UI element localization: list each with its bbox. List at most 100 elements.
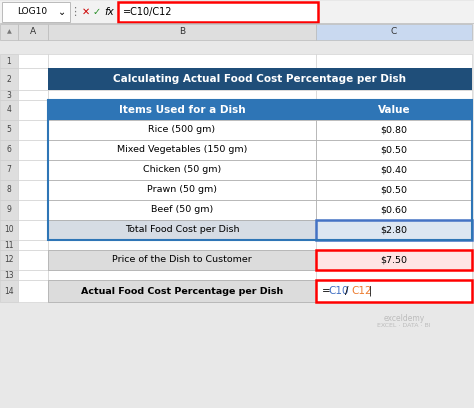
Bar (18, 140, 48, 160)
Bar (48, 68, 316, 90)
Bar (0, 160, 18, 180)
Bar (0, 24, 18, 40)
Bar (48, 180, 316, 200)
Bar (48, 220, 316, 240)
Bar (0, 220, 18, 240)
Bar (118, 2, 318, 22)
Bar (316, 240, 472, 250)
Text: Chicken (50 gm): Chicken (50 gm) (143, 166, 221, 175)
Bar (18, 200, 48, 220)
Bar (316, 100, 472, 120)
Bar (316, 140, 472, 160)
Bar (18, 270, 48, 280)
Text: =C10/C12: =C10/C12 (123, 7, 173, 17)
Bar (316, 270, 472, 280)
Text: EXCEL · DATA · BI: EXCEL · DATA · BI (377, 323, 431, 328)
Text: 12: 12 (4, 255, 14, 264)
Bar (316, 220, 472, 240)
Text: =: = (322, 286, 331, 296)
Bar (316, 90, 472, 100)
Text: ⌄: ⌄ (58, 7, 66, 17)
Bar (18, 160, 48, 180)
Bar (48, 100, 316, 120)
Text: $2.80: $2.80 (381, 226, 408, 235)
Bar (316, 280, 472, 302)
Bar (316, 160, 472, 180)
Text: Beef (50 gm): Beef (50 gm) (151, 206, 213, 215)
Bar (0, 140, 18, 160)
Bar (18, 180, 48, 200)
Bar (0, 54, 18, 68)
Text: 10: 10 (4, 226, 14, 235)
Bar (48, 140, 316, 160)
Text: $7.50: $7.50 (381, 255, 408, 264)
Bar (48, 100, 472, 240)
Bar (48, 24, 316, 40)
Text: fx: fx (104, 7, 114, 17)
Text: 5: 5 (7, 126, 11, 135)
Text: Actual Food Cost Percentage per Dish: Actual Food Cost Percentage per Dish (81, 286, 283, 295)
Text: Prawn (50 gm): Prawn (50 gm) (147, 186, 217, 195)
Bar (316, 200, 472, 220)
Bar (316, 54, 472, 68)
Bar (48, 220, 316, 240)
Bar (2, 2, 70, 22)
Bar (316, 24, 472, 40)
Bar (18, 250, 48, 270)
Text: 14: 14 (4, 286, 14, 295)
Bar (0, 68, 18, 90)
Text: 7: 7 (7, 166, 11, 175)
Text: $0.50: $0.50 (381, 186, 408, 195)
Bar (18, 240, 48, 250)
Bar (18, 120, 48, 140)
Bar (48, 250, 316, 270)
Bar (18, 280, 48, 302)
Text: 4: 4 (7, 106, 11, 115)
Bar (48, 160, 316, 180)
Text: $0.80: $0.80 (381, 126, 408, 135)
Bar (0, 270, 18, 280)
Bar (48, 54, 316, 68)
Text: 6: 6 (7, 146, 11, 155)
Bar (48, 250, 316, 270)
Bar (48, 120, 316, 140)
Text: Rice (500 gm): Rice (500 gm) (148, 126, 216, 135)
Text: 11: 11 (4, 240, 14, 250)
Bar (48, 120, 316, 140)
Text: Total Food Cost per Dish: Total Food Cost per Dish (125, 226, 239, 235)
Bar (18, 68, 48, 90)
Bar (0, 200, 18, 220)
Bar (316, 140, 472, 160)
Bar (18, 100, 48, 120)
Text: ✕: ✕ (82, 7, 90, 17)
Bar (316, 280, 472, 302)
Bar (48, 160, 316, 180)
Bar (316, 160, 472, 180)
Text: /: / (345, 286, 348, 296)
Bar (0, 240, 18, 250)
Bar (48, 280, 316, 302)
Bar (316, 120, 472, 140)
Text: A: A (30, 27, 36, 36)
Bar (316, 250, 472, 270)
Text: C: C (391, 27, 397, 36)
Text: $0.50: $0.50 (381, 146, 408, 155)
Text: 3: 3 (7, 91, 11, 100)
Bar (48, 270, 316, 280)
Bar (0, 90, 18, 100)
Text: 9: 9 (7, 206, 11, 215)
Bar (0, 280, 18, 302)
Bar (0, 100, 18, 120)
Bar (316, 68, 472, 90)
Text: ▲: ▲ (7, 29, 11, 35)
Bar (316, 220, 472, 240)
Text: Mixed Vegetables (150 gm): Mixed Vegetables (150 gm) (117, 146, 247, 155)
Bar (316, 120, 472, 140)
Bar (0, 1, 474, 23)
Text: exceldemy: exceldemy (383, 314, 425, 323)
Text: Price of the Dish to Customer: Price of the Dish to Customer (112, 255, 252, 264)
Bar (48, 200, 316, 220)
Text: 2: 2 (7, 75, 11, 84)
Bar (48, 280, 316, 302)
Text: LOG10: LOG10 (17, 7, 47, 16)
